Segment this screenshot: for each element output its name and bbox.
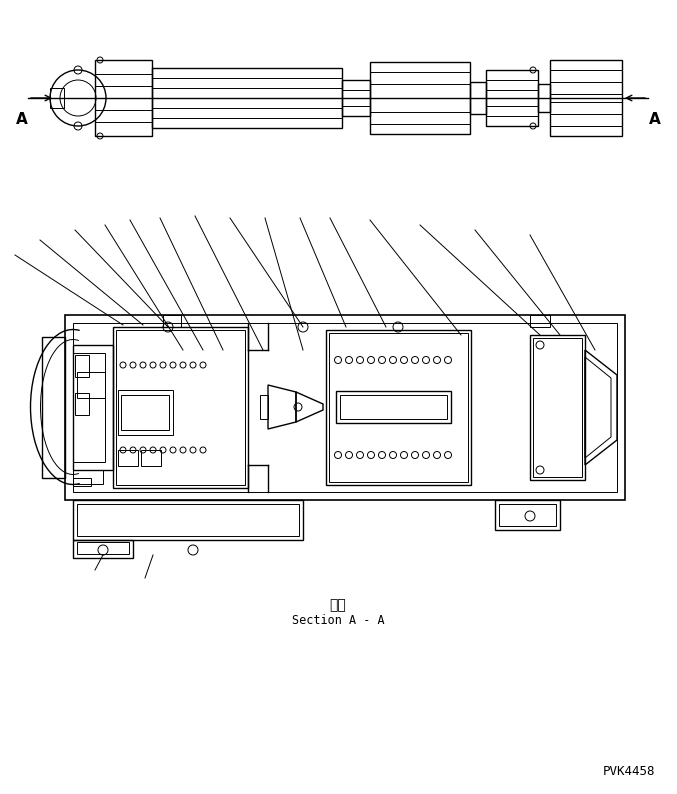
Text: PVK4458: PVK4458 bbox=[603, 765, 655, 778]
Text: 断面: 断面 bbox=[330, 598, 347, 612]
Bar bbox=[141, 450, 161, 466]
Bar bbox=[73, 500, 303, 540]
Bar bbox=[340, 395, 447, 419]
Bar bbox=[550, 60, 622, 136]
Bar bbox=[73, 540, 133, 558]
Bar bbox=[342, 80, 370, 116]
Bar bbox=[73, 323, 617, 492]
Text: A: A bbox=[649, 113, 661, 128]
Bar bbox=[121, 395, 169, 430]
Bar bbox=[73, 478, 91, 486]
Bar bbox=[65, 315, 625, 500]
Bar bbox=[499, 504, 556, 526]
Bar bbox=[77, 542, 129, 554]
Bar bbox=[530, 315, 550, 327]
Bar bbox=[495, 500, 560, 530]
Bar bbox=[163, 315, 181, 327]
Bar bbox=[77, 504, 299, 536]
Bar bbox=[118, 390, 173, 435]
Bar bbox=[370, 62, 470, 134]
Bar bbox=[77, 372, 105, 398]
Bar bbox=[118, 450, 138, 466]
Bar bbox=[538, 84, 550, 112]
Bar bbox=[260, 395, 268, 419]
Bar bbox=[113, 327, 248, 488]
Bar bbox=[95, 60, 152, 136]
Bar bbox=[42, 337, 65, 478]
Text: A: A bbox=[16, 113, 28, 128]
Bar bbox=[329, 333, 468, 482]
Bar bbox=[533, 338, 582, 477]
Bar bbox=[336, 391, 451, 423]
Bar bbox=[75, 393, 89, 415]
Bar bbox=[116, 330, 245, 485]
Bar bbox=[326, 330, 471, 485]
Text: Section A - A: Section A - A bbox=[292, 614, 385, 626]
Bar bbox=[73, 353, 105, 462]
Bar bbox=[73, 470, 103, 484]
Bar bbox=[152, 68, 342, 128]
Bar bbox=[486, 70, 538, 126]
Bar bbox=[470, 82, 486, 114]
Bar bbox=[73, 345, 113, 470]
Bar bbox=[530, 335, 585, 480]
Bar bbox=[50, 88, 64, 108]
Bar bbox=[75, 355, 89, 377]
